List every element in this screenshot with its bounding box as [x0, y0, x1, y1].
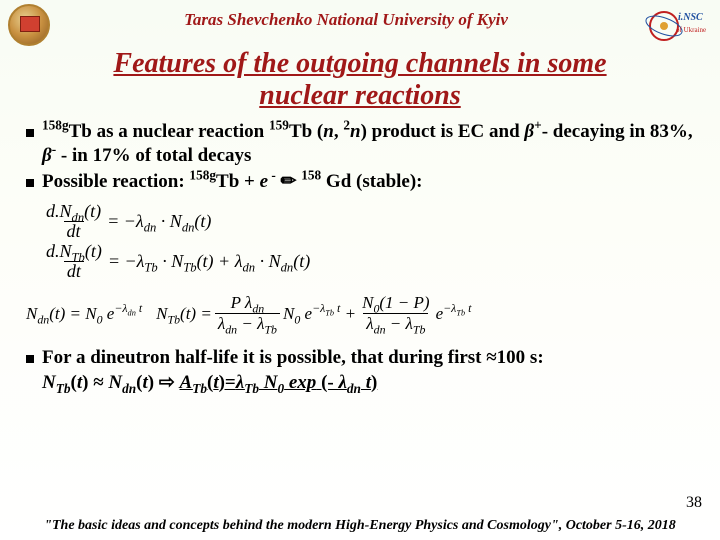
eq1-num: d.Ndn(t)	[43, 202, 104, 221]
title-line-2: nuclear reactions	[259, 80, 460, 111]
content-area: 158gTb as a nuclear reaction 159Tb (n, 2…	[0, 118, 720, 193]
bullet-marker-icon	[26, 129, 34, 137]
bullet-marker-icon	[26, 355, 34, 363]
bullet-3-text: For a dineutron half-life it is possible…	[42, 346, 544, 395]
bullet-3-line1: For a dineutron half-life it is possible…	[42, 347, 544, 368]
university-seal-icon	[8, 4, 50, 46]
university-name: Taras Shevchenko National University of …	[50, 4, 642, 30]
equation-block: d.Ndn(t) dt = −λdn · Ndn(t) d.NTb(t) dt …	[0, 196, 720, 288]
bullet-1: 158gTb as a nuclear reaction 159Tb (n, 2…	[26, 120, 694, 168]
eq3b-f1-den: λdn − λTb	[215, 313, 280, 334]
bullet-2: Possible reaction: 158gTb + e - ✏ 158 Gd…	[26, 170, 694, 194]
eq1-rhs: = −λdn · Ndn(t)	[107, 212, 211, 231]
eq3b: NTb(t) = P λdn λdn − λTb N0 e−λTb t + N0…	[156, 293, 471, 334]
eq2-rhs: = −λTb · NTb(t) + λdn · Ndn(t)	[108, 252, 310, 271]
eq3b-tail: e−λTb t	[436, 304, 472, 324]
title-line-1: Features of the outgoing channels in som…	[113, 48, 606, 79]
eq3b-mid: N0 e−λTb t +	[283, 304, 356, 324]
svg-text:i.NSC: i.NSC	[678, 12, 703, 23]
slide-title: Features of the outgoing channels in som…	[0, 46, 720, 118]
eq3a: Ndn(t) = N0 e−λdn t	[26, 304, 142, 324]
svg-text:of Ukraine: of Ukraine	[676, 26, 706, 34]
eq3b-lhs: NTb(t) =	[156, 304, 212, 324]
eq3b-f1-num: P λdn	[228, 293, 268, 313]
equation-2: d.NTb(t) dt = −λTb · NTb(t) + λdn · Ndn(…	[40, 242, 720, 281]
eq2-den: dt	[64, 261, 84, 281]
eq2-num: d.NTb(t)	[43, 242, 105, 261]
page-number: 38	[686, 494, 702, 512]
bullet-3-line2: NTb(t) ≈ Ndn(t) ⇨ ATb(t)=λTb N0 exp (- λ…	[42, 372, 377, 393]
insc-logo-icon: i.NSC of Ukraine	[642, 4, 712, 46]
equation-1: d.Ndn(t) dt = −λdn · Ndn(t)	[40, 202, 720, 241]
bullet-marker-icon	[26, 179, 34, 187]
header: Taras Shevchenko National University of …	[0, 0, 720, 46]
bullet-2-text: Possible reaction: 158gTb + e - ✏ 158 Gd…	[42, 170, 423, 194]
eq1-den: dt	[64, 221, 84, 241]
footer-citation: "The basic ideas and concepts behind the…	[0, 518, 720, 534]
eq3b-f2-den: λdn − λTb	[363, 313, 428, 334]
bullet-3: For a dineutron half-life it is possible…	[0, 340, 720, 395]
bullet-1-text: 158gTb as a nuclear reaction 159Tb (n, 2…	[42, 120, 694, 168]
eq3b-f2-num: N0(1 − P)	[359, 293, 432, 313]
equation-3-row: Ndn(t) = N0 e−λdn t NTb(t) = P λdn λdn −…	[0, 287, 720, 340]
